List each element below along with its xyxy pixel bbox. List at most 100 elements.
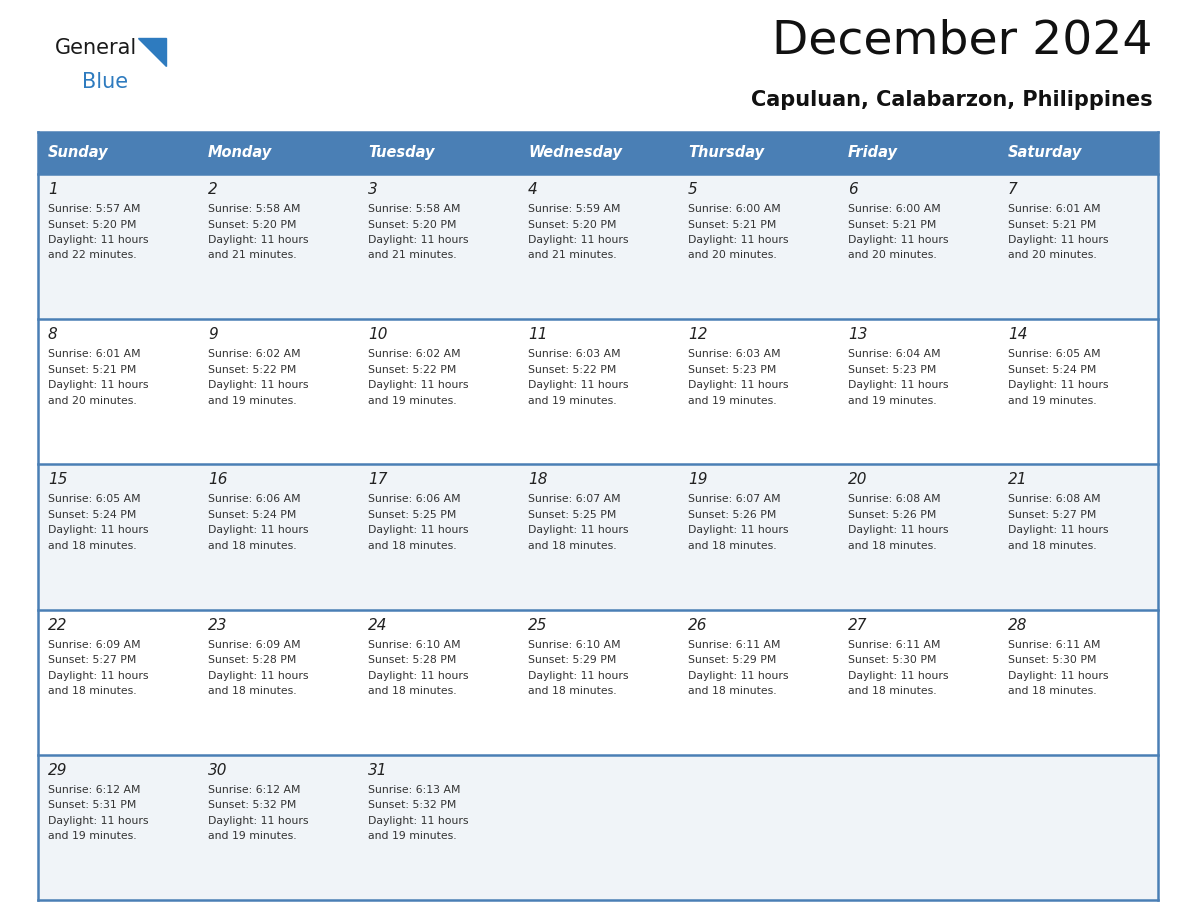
Text: and 21 minutes.: and 21 minutes. [368, 251, 456, 261]
Text: Sunrise: 6:10 AM: Sunrise: 6:10 AM [368, 640, 461, 650]
Text: Sunrise: 6:13 AM: Sunrise: 6:13 AM [368, 785, 461, 795]
Text: Sunrise: 6:11 AM: Sunrise: 6:11 AM [688, 640, 781, 650]
Text: Saturday: Saturday [1007, 145, 1082, 161]
Text: 1: 1 [48, 182, 58, 197]
Text: Sunset: 5:26 PM: Sunset: 5:26 PM [848, 509, 936, 520]
Text: Daylight: 11 hours: Daylight: 11 hours [688, 671, 789, 680]
Text: General: General [55, 38, 138, 58]
Text: and 18 minutes.: and 18 minutes. [688, 686, 777, 696]
Text: 3: 3 [368, 182, 378, 197]
Bar [358, 132, 518, 174]
Text: Sunset: 5:23 PM: Sunset: 5:23 PM [688, 364, 777, 375]
Text: and 18 minutes.: and 18 minutes. [527, 541, 617, 551]
Text: Daylight: 11 hours: Daylight: 11 hours [527, 380, 628, 390]
Text: Sunset: 5:27 PM: Sunset: 5:27 PM [1007, 509, 1097, 520]
Text: 17: 17 [368, 473, 387, 487]
Text: Sunrise: 6:09 AM: Sunrise: 6:09 AM [208, 640, 301, 650]
Text: Thursday: Thursday [688, 145, 764, 161]
Text: Sunrise: 6:01 AM: Sunrise: 6:01 AM [1007, 204, 1100, 214]
Text: Daylight: 11 hours: Daylight: 11 hours [48, 671, 148, 680]
Bar [38, 755, 1158, 900]
Text: Daylight: 11 hours: Daylight: 11 hours [48, 525, 148, 535]
Text: 4: 4 [527, 182, 538, 197]
Text: Sunrise: 5:58 AM: Sunrise: 5:58 AM [208, 204, 301, 214]
Text: 5: 5 [688, 182, 697, 197]
Text: and 22 minutes.: and 22 minutes. [48, 251, 137, 261]
Text: Sunrise: 6:03 AM: Sunrise: 6:03 AM [527, 349, 620, 359]
Bar [198, 132, 358, 174]
Text: 11: 11 [527, 327, 548, 342]
Text: and 18 minutes.: and 18 minutes. [368, 541, 456, 551]
Bar [678, 132, 838, 174]
Text: Sunset: 5:21 PM: Sunset: 5:21 PM [848, 219, 936, 230]
Text: Daylight: 11 hours: Daylight: 11 hours [527, 525, 628, 535]
Text: Sunrise: 6:07 AM: Sunrise: 6:07 AM [527, 495, 620, 504]
Text: Sunrise: 6:06 AM: Sunrise: 6:06 AM [368, 495, 461, 504]
Text: 29: 29 [48, 763, 68, 778]
Text: Daylight: 11 hours: Daylight: 11 hours [48, 816, 148, 826]
Text: Daylight: 11 hours: Daylight: 11 hours [208, 816, 309, 826]
Text: Daylight: 11 hours: Daylight: 11 hours [208, 671, 309, 680]
Text: Sunset: 5:21 PM: Sunset: 5:21 PM [48, 364, 137, 375]
Text: Sunrise: 6:03 AM: Sunrise: 6:03 AM [688, 349, 781, 359]
Text: Sunrise: 6:00 AM: Sunrise: 6:00 AM [848, 204, 941, 214]
Text: Daylight: 11 hours: Daylight: 11 hours [688, 235, 789, 245]
Text: and 19 minutes.: and 19 minutes. [688, 396, 777, 406]
Text: Daylight: 11 hours: Daylight: 11 hours [1007, 235, 1108, 245]
Text: Daylight: 11 hours: Daylight: 11 hours [368, 816, 468, 826]
Text: and 18 minutes.: and 18 minutes. [848, 686, 936, 696]
Text: Sunset: 5:22 PM: Sunset: 5:22 PM [368, 364, 456, 375]
Text: and 20 minutes.: and 20 minutes. [688, 251, 777, 261]
Text: Sunday: Sunday [48, 145, 108, 161]
Text: Sunset: 5:28 PM: Sunset: 5:28 PM [368, 655, 456, 666]
Text: 15: 15 [48, 473, 68, 487]
Text: and 18 minutes.: and 18 minutes. [848, 541, 936, 551]
Text: and 19 minutes.: and 19 minutes. [208, 832, 297, 841]
Text: Sunset: 5:24 PM: Sunset: 5:24 PM [48, 509, 137, 520]
Text: 20: 20 [848, 473, 867, 487]
Text: Daylight: 11 hours: Daylight: 11 hours [1007, 671, 1108, 680]
Bar [38, 319, 1158, 465]
Text: and 18 minutes.: and 18 minutes. [527, 686, 617, 696]
Text: Sunset: 5:22 PM: Sunset: 5:22 PM [208, 364, 296, 375]
Text: Sunset: 5:28 PM: Sunset: 5:28 PM [208, 655, 296, 666]
Text: Sunset: 5:22 PM: Sunset: 5:22 PM [527, 364, 617, 375]
Text: Daylight: 11 hours: Daylight: 11 hours [368, 235, 468, 245]
Text: Daylight: 11 hours: Daylight: 11 hours [848, 235, 948, 245]
Text: 19: 19 [688, 473, 708, 487]
Text: 24: 24 [368, 618, 387, 633]
Text: Daylight: 11 hours: Daylight: 11 hours [208, 525, 309, 535]
Text: 25: 25 [527, 618, 548, 633]
Text: and 19 minutes.: and 19 minutes. [848, 396, 936, 406]
Text: 7: 7 [1007, 182, 1018, 197]
Text: Sunrise: 6:06 AM: Sunrise: 6:06 AM [208, 495, 301, 504]
Text: and 20 minutes.: and 20 minutes. [848, 251, 937, 261]
Text: Daylight: 11 hours: Daylight: 11 hours [208, 380, 309, 390]
Text: 16: 16 [208, 473, 227, 487]
Text: and 18 minutes.: and 18 minutes. [688, 541, 777, 551]
Text: 21: 21 [1007, 473, 1028, 487]
Text: and 18 minutes.: and 18 minutes. [1007, 686, 1097, 696]
Text: Daylight: 11 hours: Daylight: 11 hours [48, 235, 148, 245]
Bar [838, 132, 998, 174]
Text: 2: 2 [208, 182, 217, 197]
Text: Sunset: 5:21 PM: Sunset: 5:21 PM [1007, 219, 1097, 230]
Text: Sunset: 5:25 PM: Sunset: 5:25 PM [527, 509, 617, 520]
Text: and 19 minutes.: and 19 minutes. [48, 832, 137, 841]
Text: Sunrise: 6:10 AM: Sunrise: 6:10 AM [527, 640, 620, 650]
Text: Sunrise: 6:11 AM: Sunrise: 6:11 AM [848, 640, 941, 650]
Text: Sunrise: 6:05 AM: Sunrise: 6:05 AM [48, 495, 140, 504]
Bar [38, 610, 1158, 755]
Text: Daylight: 11 hours: Daylight: 11 hours [848, 671, 948, 680]
Bar [38, 132, 198, 174]
Text: Sunrise: 6:12 AM: Sunrise: 6:12 AM [48, 785, 140, 795]
Text: Sunrise: 6:11 AM: Sunrise: 6:11 AM [1007, 640, 1100, 650]
Text: and 20 minutes.: and 20 minutes. [48, 396, 137, 406]
Text: 10: 10 [368, 327, 387, 342]
Text: 31: 31 [368, 763, 387, 778]
Bar [518, 132, 678, 174]
Text: Sunrise: 6:05 AM: Sunrise: 6:05 AM [1007, 349, 1100, 359]
Text: Daylight: 11 hours: Daylight: 11 hours [688, 380, 789, 390]
Text: and 18 minutes.: and 18 minutes. [48, 686, 137, 696]
Text: Sunset: 5:32 PM: Sunset: 5:32 PM [208, 800, 296, 811]
